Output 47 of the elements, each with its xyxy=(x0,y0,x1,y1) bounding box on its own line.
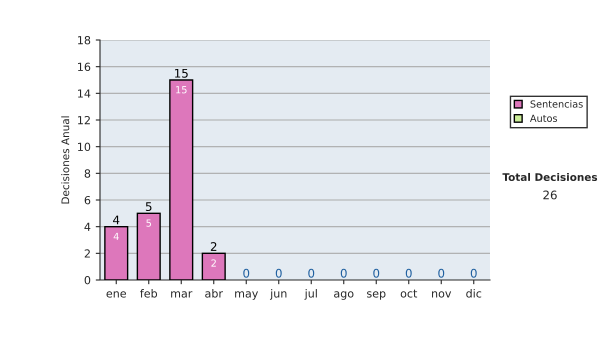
data-label: 2 xyxy=(211,259,216,267)
total-label: 0 xyxy=(438,268,444,278)
total-label: 0 xyxy=(243,268,250,278)
text: 26 xyxy=(543,190,557,200)
y-tick-label: 16 xyxy=(78,62,90,72)
x-tick-label: feb xyxy=(140,289,158,298)
data-label: 4 xyxy=(114,232,119,240)
x-tick-label: oct xyxy=(400,290,418,298)
total-label: 0 xyxy=(340,268,347,278)
total-label: 0 xyxy=(308,268,314,278)
x-tick-label: sep xyxy=(367,291,386,300)
y-tick-label: 8 xyxy=(84,169,90,178)
data-label: 15 xyxy=(176,86,187,94)
x-tick-label: ago xyxy=(334,291,354,300)
total-label: 2 xyxy=(210,242,216,251)
total-label: 0 xyxy=(470,268,477,278)
legend-label: Autos xyxy=(530,114,558,122)
x-tick-label: mar xyxy=(171,291,192,298)
y-tick-label: 4 xyxy=(84,222,90,231)
text: Total Decisiones xyxy=(502,172,598,182)
x-tick-label: dic xyxy=(466,289,482,298)
x-tick-label: jul xyxy=(304,289,317,300)
bar xyxy=(169,79,194,280)
x-tick-label: may xyxy=(235,291,258,300)
total-label: 5 xyxy=(146,202,152,212)
x-tick-label: abr xyxy=(205,289,223,298)
x-tick-label: nov xyxy=(432,291,452,298)
y-tick-label: 6 xyxy=(84,196,90,204)
y-tick-label: 12 xyxy=(78,116,90,124)
bar xyxy=(136,212,161,280)
bar xyxy=(202,252,226,280)
y-axis-title: Decisiones Anual xyxy=(61,116,70,204)
data-label: 5 xyxy=(146,220,151,227)
legend-label: Sentencias xyxy=(530,100,583,108)
y-tick-label: 18 xyxy=(78,36,90,44)
x-tick-label: ene xyxy=(106,291,126,298)
total-label: 0 xyxy=(276,268,282,278)
total-label: 0 xyxy=(373,268,380,278)
total-label: 15 xyxy=(175,68,188,78)
bar xyxy=(104,226,128,280)
total-label: 4 xyxy=(113,216,120,224)
total-label: 0 xyxy=(406,268,412,278)
y-tick-label: 10 xyxy=(78,142,90,152)
y-tick-label: 14 xyxy=(78,89,90,98)
x-tick-label: jun xyxy=(270,289,286,300)
y-tick-label: 0 xyxy=(84,276,90,284)
y-tick-label: 2 xyxy=(84,249,90,258)
